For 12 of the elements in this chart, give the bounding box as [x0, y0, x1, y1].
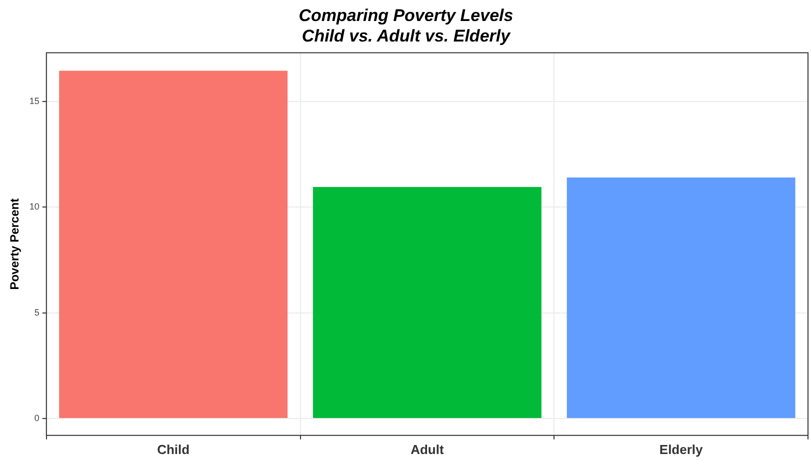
bar — [59, 70, 288, 418]
x-tick-label: Elderly — [659, 442, 704, 457]
x-tick-label: Adult — [410, 442, 444, 457]
y-tick-label: 10 — [29, 202, 40, 212]
bar — [312, 187, 542, 418]
bar — [566, 178, 796, 418]
y-axis-title: Poverty Percent — [8, 198, 22, 290]
y-tick-label: 0 — [34, 412, 40, 423]
y-tick-label: 5 — [34, 307, 40, 318]
x-tick-label: Child — [157, 442, 190, 457]
chart-title: Comparing Poverty Levels Child vs. Adult vs. Elderly — [298, 6, 514, 46]
y-tick-label: 15 — [29, 96, 40, 106]
